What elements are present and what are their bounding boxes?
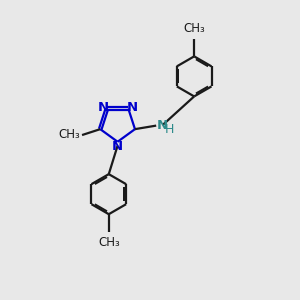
- Text: CH₃: CH₃: [183, 22, 205, 35]
- Text: N: N: [98, 101, 109, 114]
- Text: N: N: [112, 140, 123, 153]
- Text: N: N: [157, 118, 168, 131]
- Text: CH₃: CH₃: [59, 128, 81, 141]
- Text: CH₃: CH₃: [98, 236, 120, 249]
- Text: N: N: [127, 101, 138, 114]
- Text: H: H: [164, 123, 174, 136]
